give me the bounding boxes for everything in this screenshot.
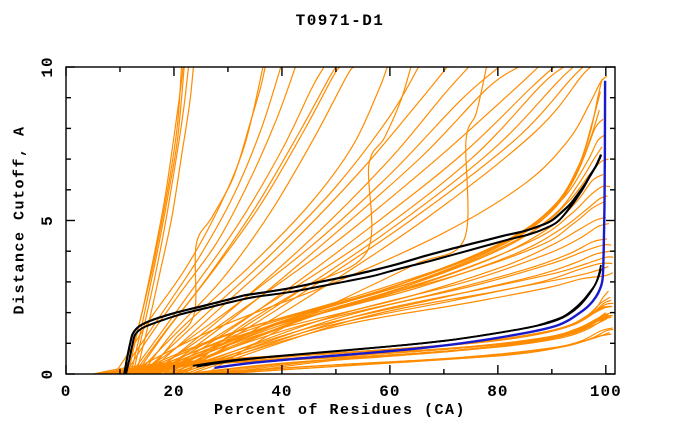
- y-axis-label: Distance Cutoff, A: [11, 125, 29, 315]
- model-curve: [141, 67, 355, 374]
- model-curve: [141, 67, 420, 374]
- model-curve: [168, 67, 574, 374]
- model-curve: [165, 250, 611, 374]
- blue-best-model-curve: [214, 80, 607, 370]
- model-curve: [157, 238, 608, 374]
- model-curve: [124, 67, 184, 374]
- model-curve: [130, 67, 325, 374]
- black-model-a-curve: [123, 154, 603, 374]
- model-curve: [162, 67, 555, 374]
- model-curve: [138, 67, 500, 374]
- model-curve: [179, 67, 592, 374]
- model-curve: [200, 328, 614, 374]
- x-tick-label: 0: [61, 383, 72, 401]
- x-tick-label: 60: [379, 383, 400, 401]
- model-curve: [146, 67, 448, 374]
- x-axis-label: Percent of Residues (CA): [213, 402, 467, 419]
- model-curve: [149, 67, 539, 374]
- model-curve: [146, 118, 604, 374]
- model-curve: [173, 67, 584, 374]
- model-curve: [119, 67, 282, 374]
- model-curve: [132, 67, 337, 374]
- x-tick-label: 80: [487, 383, 508, 401]
- model-curve: [154, 195, 608, 374]
- model-curve: [173, 223, 610, 374]
- model-curve: [141, 91, 601, 374]
- y-tick-label: 5: [39, 215, 57, 226]
- black-model-d-curve: [196, 268, 602, 368]
- model-curve: [124, 67, 296, 374]
- model-curve: [157, 67, 519, 374]
- axis-ticks: [65, 66, 615, 375]
- ensemble-curves: [92, 67, 614, 374]
- model-curve: [151, 67, 470, 374]
- y-tick-labels: 0 5 10: [39, 56, 57, 379]
- model-curve: [152, 134, 607, 374]
- model-curve: [125, 75, 608, 374]
- model-curve: [184, 318, 602, 374]
- model-curve: [168, 201, 604, 374]
- x-tick-labels: 0 20 40 60 80 100: [61, 383, 622, 401]
- x-tick-label: 100: [590, 383, 622, 401]
- curves: [92, 67, 614, 374]
- model-curve: [206, 67, 488, 374]
- y-tick-label: 0: [39, 369, 57, 380]
- black-model-b-curve: [124, 154, 602, 374]
- model-curve: [135, 67, 388, 374]
- model-curve: [149, 216, 606, 374]
- model-curve: [154, 67, 565, 374]
- x-tick-label: 40: [271, 383, 292, 401]
- y-tick-label: 10: [39, 56, 57, 77]
- model-curve: [222, 333, 612, 374]
- model-curve: [184, 67, 412, 374]
- chart-title: T0971-D1: [295, 12, 385, 30]
- model-curve: [135, 67, 194, 374]
- x-tick-label: 20: [163, 383, 184, 401]
- model-curve: [146, 67, 266, 374]
